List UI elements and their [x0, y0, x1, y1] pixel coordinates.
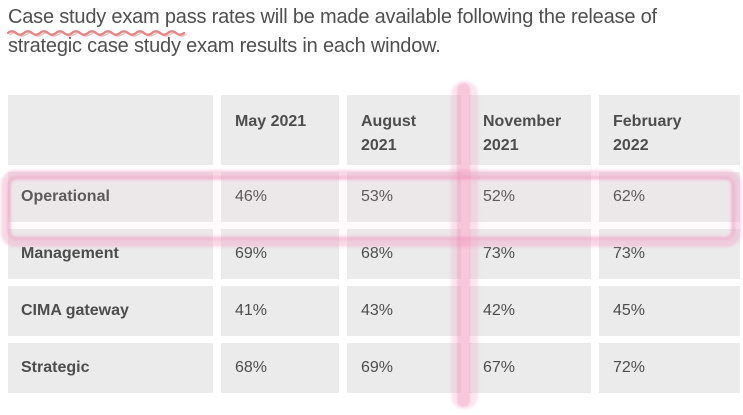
cell-strategic-august: 69% — [347, 343, 461, 393]
cell-cima-gateway-august: 43% — [347, 286, 461, 336]
cell-strategic-february: 72% — [599, 343, 740, 393]
cell-management-august: 68% — [347, 229, 461, 279]
row-label-strategic: Strategic — [8, 343, 213, 393]
cell-cima-gateway-february: 45% — [599, 286, 740, 336]
header-cell-may-2021: May 2021 — [221, 95, 339, 165]
header-cell-blank — [8, 95, 213, 165]
pass-rates-table: May 2021 August 2021 November 2021 Febru… — [8, 95, 740, 393]
cell-management-february: 73% — [599, 229, 740, 279]
cell-operational-november: 52% — [469, 172, 591, 222]
cell-operational-august: 53% — [347, 172, 461, 222]
row-label-operational: Operational — [8, 172, 213, 222]
cell-cima-gateway-november: 42% — [469, 286, 591, 336]
header-cell-august-2021: August 2021 — [347, 95, 461, 165]
cell-operational-may: 46% — [221, 172, 339, 222]
header-cell-november-2021: November 2021 — [469, 95, 591, 165]
header-cell-february-2022: February 2022 — [599, 95, 740, 165]
intro-paragraph: Case study exam pass rates will be made … — [8, 3, 728, 61]
cell-cima-gateway-may: 41% — [221, 286, 339, 336]
cell-management-may: 69% — [221, 229, 339, 279]
row-label-management: Management — [8, 229, 213, 279]
cell-strategic-november: 67% — [469, 343, 591, 393]
row-label-cima-gateway: CIMA gateway — [8, 286, 213, 336]
pink-underline-annotation — [6, 30, 187, 37]
cell-strategic-may: 68% — [221, 343, 339, 393]
intro-line-1: Case study exam pass rates will be made … — [8, 6, 657, 28]
cell-management-november: 73% — [469, 229, 591, 279]
cell-operational-february: 62% — [599, 172, 740, 222]
intro-line-2: strategic case study exam results in eac… — [8, 35, 441, 57]
